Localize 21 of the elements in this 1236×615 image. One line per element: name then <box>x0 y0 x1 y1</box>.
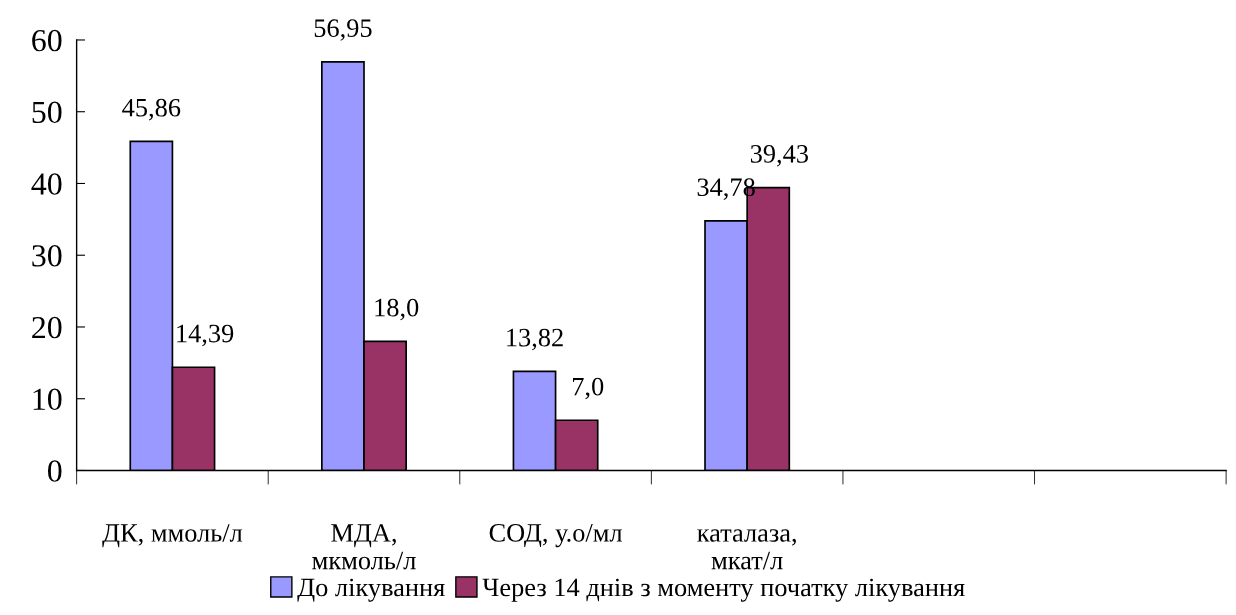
data-label: 7,0 <box>573 377 604 400</box>
data-label: 14,39 <box>177 324 234 347</box>
y-tick-label: 0 <box>47 460 62 482</box>
y-tick-label: 60 <box>32 29 62 52</box>
data-label: 45,86 <box>122 98 181 121</box>
data-label: 34,78 <box>697 178 755 200</box>
x-tick-label: каталаза, мкат/л <box>697 529 796 570</box>
x-tick-label: ДК, ммоль/л <box>102 524 243 548</box>
data-label: 18,0 <box>375 298 419 321</box>
data-label: 13,82 <box>507 328 563 351</box>
y-tick-label: 20 <box>32 316 62 339</box>
data-label: 39,43 <box>750 145 808 167</box>
x-tick-label: СОД, у.о/мл <box>489 524 622 548</box>
y-tick-label: 50 <box>32 101 62 124</box>
legend-label: Через 14 днів з моменту початку лікування <box>482 578 965 602</box>
y-tick-label: 30 <box>32 245 62 267</box>
x-tick-label: МДА, мкмоль/л <box>312 524 416 570</box>
legend-label: До лікування <box>297 578 445 602</box>
y-tick-label: 40 <box>31 173 62 195</box>
y-tick-label: 10 <box>33 388 62 411</box>
data-label: 56,95 <box>314 19 372 41</box>
